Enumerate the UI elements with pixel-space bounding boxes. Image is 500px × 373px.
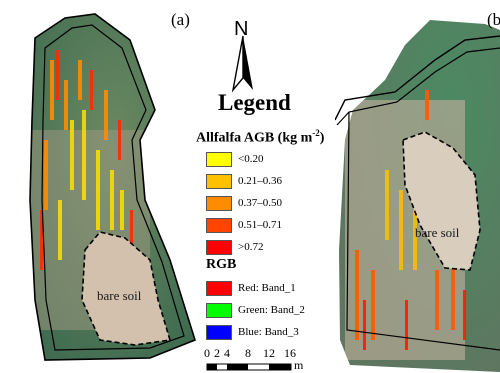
north-label: N bbox=[234, 18, 248, 41]
agb-heading-text: Allfalfa AGB (kg m bbox=[196, 131, 312, 146]
rgb-heading: RGB bbox=[206, 257, 236, 273]
agb-heading-close: ) bbox=[320, 131, 325, 146]
scale-tick-4: 4 bbox=[224, 346, 230, 361]
rgb-band-label: Blue: Band_3 bbox=[238, 326, 299, 338]
agb-class-row: >0.72 bbox=[206, 239, 263, 255]
agb-class-row: 0.21–0.36 bbox=[206, 173, 282, 189]
scale-bar-labels: 0 2 4 8 12 16 bbox=[196, 346, 336, 360]
legend-title: Legend bbox=[218, 90, 291, 116]
agb-class-swatch bbox=[206, 240, 232, 255]
scale-tick-12: 12 bbox=[263, 346, 275, 361]
rgb-band-swatch bbox=[206, 303, 232, 318]
agb-class-row: 0.37–0.50 bbox=[206, 195, 282, 211]
agb-class-swatch bbox=[206, 174, 232, 189]
scale-unit: m bbox=[294, 358, 303, 373]
agb-class-label: >0.72 bbox=[238, 241, 263, 253]
agb-heading-exponent: -2 bbox=[312, 128, 320, 138]
scale-tick-2: 2 bbox=[214, 346, 220, 361]
rgb-band-row: Red: Band_1 bbox=[206, 280, 296, 296]
agb-class-swatch bbox=[206, 152, 232, 167]
agb-class-row: 0.51–0.71 bbox=[206, 217, 282, 233]
bare-soil-label-a: bare soil bbox=[97, 288, 141, 304]
agb-class-row: <0.20 bbox=[206, 151, 263, 167]
map-panel-a bbox=[0, 0, 200, 372]
panel-label-a: (a) bbox=[171, 10, 190, 30]
scale-tick-8: 8 bbox=[245, 346, 251, 361]
rgb-band-label: Red: Band_1 bbox=[238, 282, 296, 294]
agb-class-swatch bbox=[206, 218, 232, 233]
map-panel-b bbox=[335, 0, 500, 372]
rgb-band-swatch bbox=[206, 281, 232, 296]
agb-class-label: 0.37–0.50 bbox=[238, 197, 282, 209]
scale-tick-0: 0 bbox=[204, 346, 210, 361]
agb-class-label: <0.20 bbox=[238, 153, 263, 165]
rgb-band-swatch bbox=[206, 325, 232, 340]
agb-class-label: 0.51–0.71 bbox=[238, 219, 282, 231]
agb-class-label: 0.21–0.36 bbox=[238, 175, 282, 187]
bare-soil-label-b: bare soil bbox=[415, 225, 459, 241]
rgb-band-row: Green: Band_2 bbox=[206, 302, 305, 318]
rgb-band-row: Blue: Band_3 bbox=[206, 324, 299, 340]
legend: N Legend Allfalfa AGB (kg m-2) <0.20 0.21… bbox=[196, 0, 336, 372]
rgb-band-label: Green: Band_2 bbox=[238, 304, 305, 316]
agb-class-swatch bbox=[206, 196, 232, 211]
panel-label-b: (b bbox=[487, 10, 500, 30]
agb-heading: Allfalfa AGB (kg m-2) bbox=[196, 128, 324, 147]
